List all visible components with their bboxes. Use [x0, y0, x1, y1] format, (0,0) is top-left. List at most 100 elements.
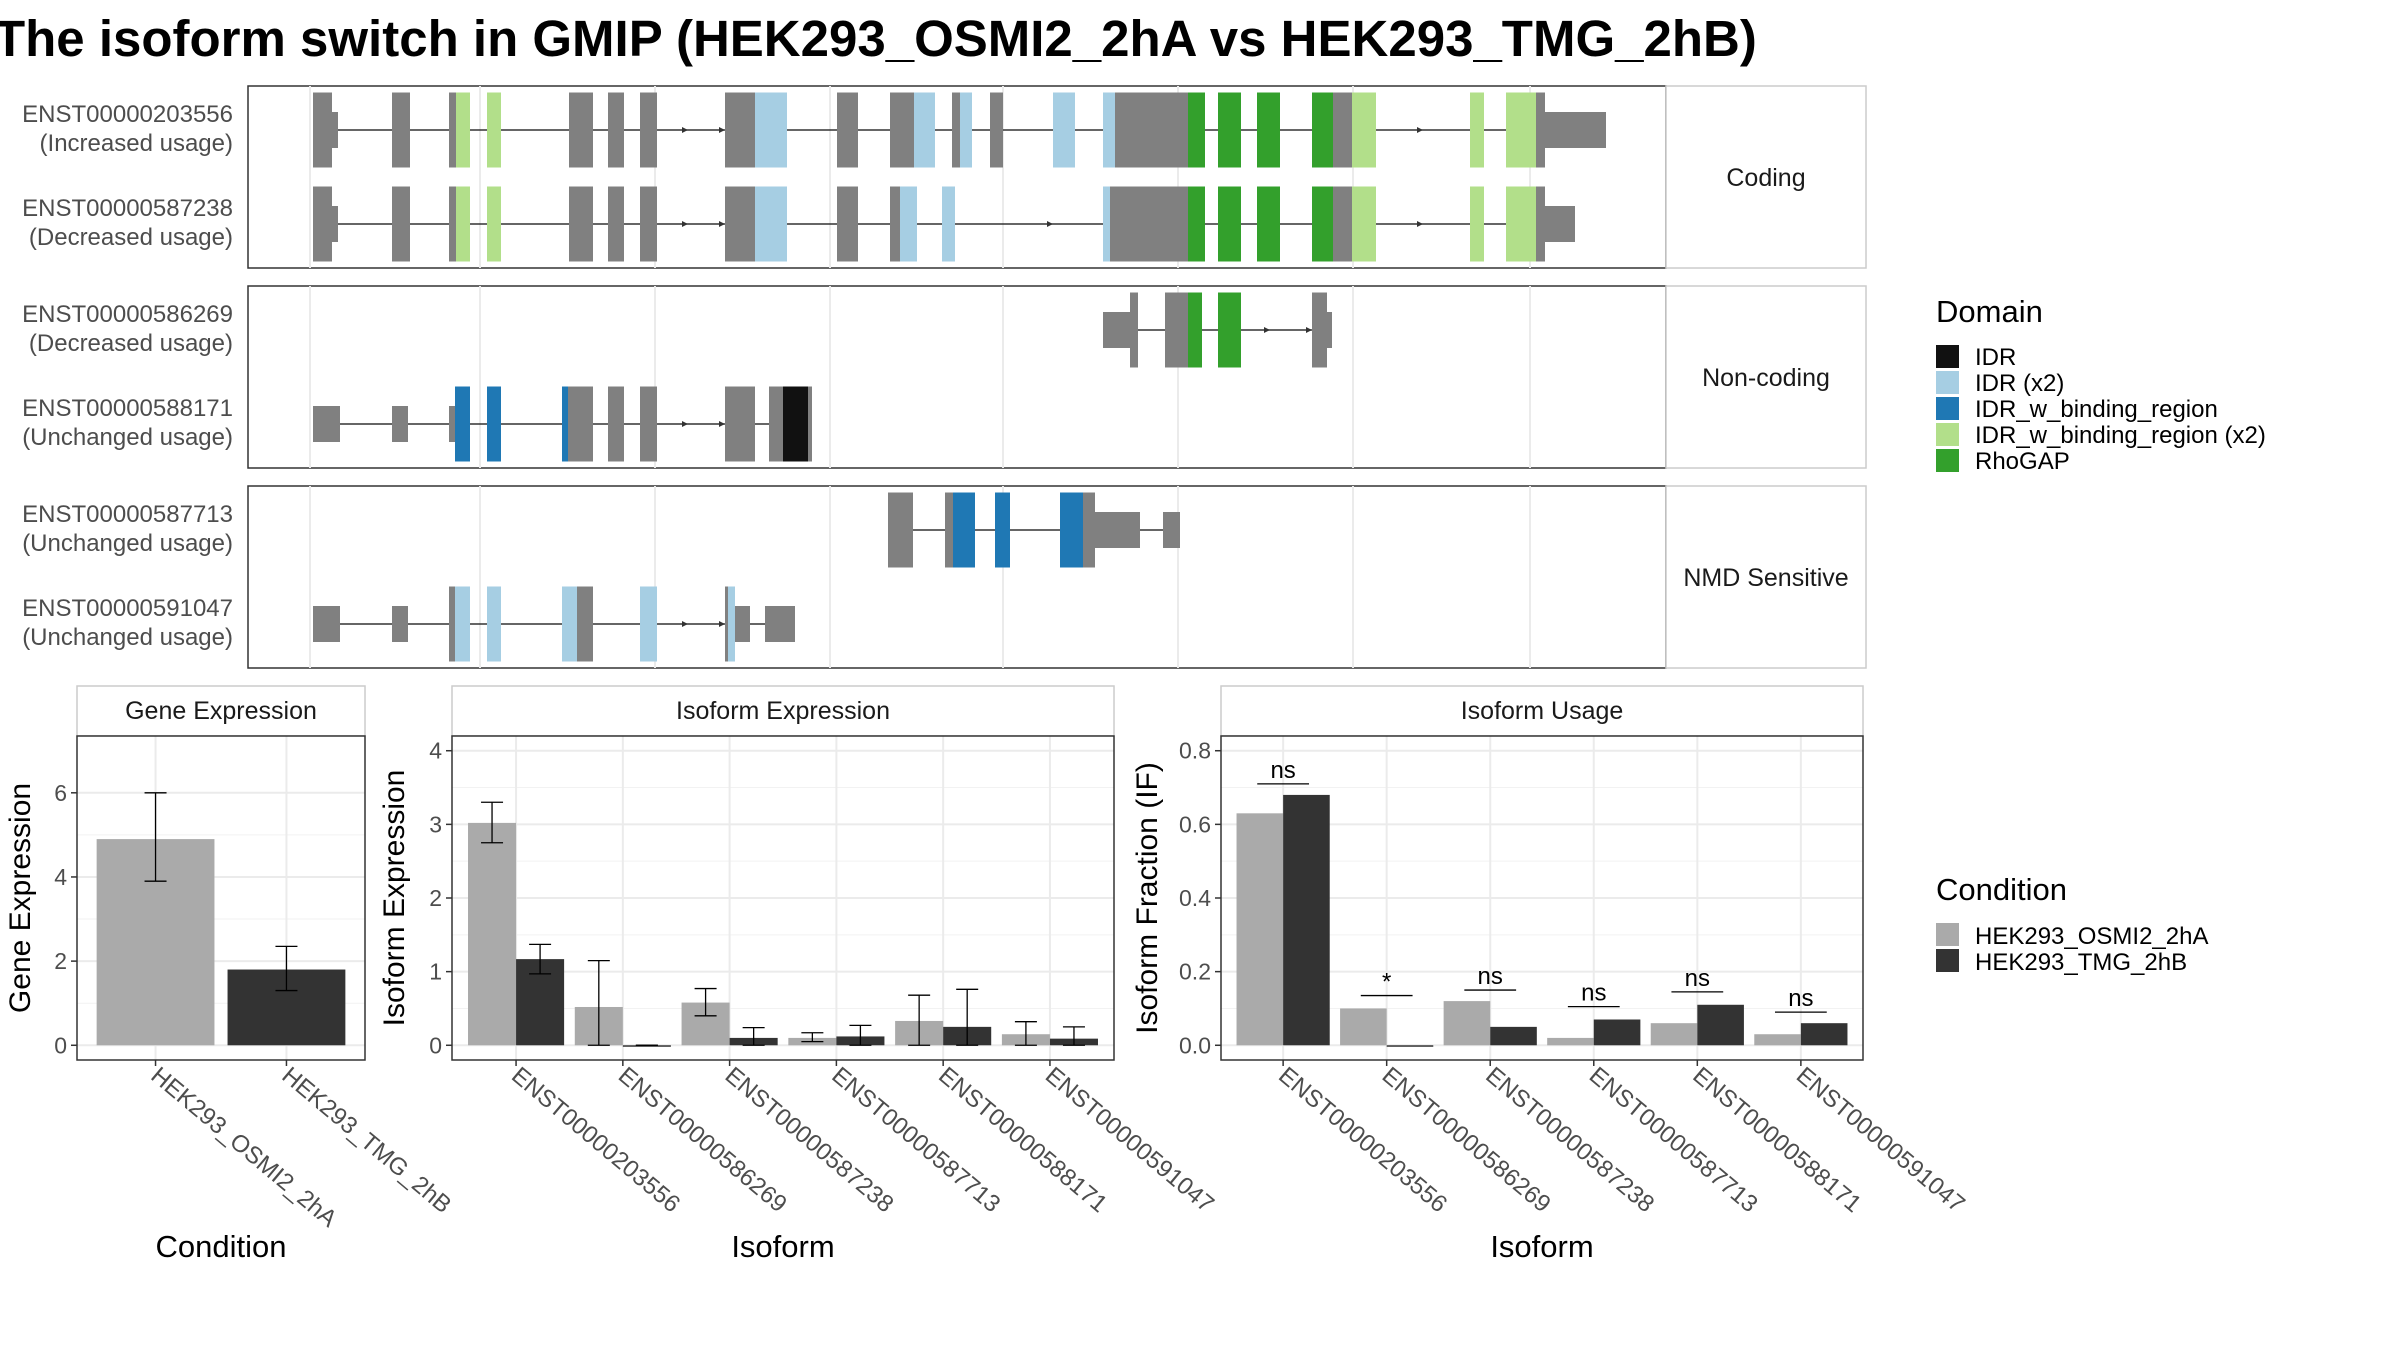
legend-label: HEK293_OSMI2_2hA [1975, 923, 2208, 950]
x-tick-label: ENST00000587238 [1480, 1062, 1659, 1218]
y-tick-label: 4 [54, 864, 67, 890]
idr-x2-block [942, 186, 955, 262]
exon-block [569, 92, 593, 168]
rhogap-block [1218, 92, 1241, 168]
idr-x2-block [487, 586, 501, 662]
x-tick-label: ENST00000591047 [1791, 1062, 1970, 1218]
facet-label: NMD Sensitive [1683, 564, 1848, 592]
bar [468, 822, 517, 1046]
y-tick-label: 2 [54, 948, 67, 974]
legend-label: IDR [1975, 344, 2016, 371]
strand-arrow [682, 621, 688, 627]
bar [1340, 1008, 1387, 1046]
isoform-id-label: ENST00000203556 [22, 101, 233, 128]
bar [1236, 813, 1284, 1046]
significance-label: * [1382, 969, 1391, 996]
rhogap-block [1312, 92, 1333, 168]
idr-block [783, 386, 808, 462]
exon-block [735, 606, 750, 642]
idr-binding-block [953, 492, 975, 568]
exon-block [1110, 186, 1118, 262]
y-tick-label: 0 [429, 1032, 442, 1058]
y-axis-title: Gene Expression [4, 783, 37, 1013]
legend-title: Condition [1936, 872, 2067, 907]
exon-block [725, 92, 755, 168]
plot-border [76, 735, 366, 1061]
idr-binding-x2-block [456, 186, 470, 262]
exon-block [313, 92, 332, 168]
facet-strip [1665, 285, 1867, 469]
idr-binding-x2-block [1352, 92, 1376, 168]
idr-binding-block [1060, 492, 1083, 568]
exon-block [1165, 292, 1188, 368]
legend-key [1936, 397, 1959, 420]
idr-binding-x2-block [456, 92, 470, 168]
legend-label: HEK293_TMG_2hB [1975, 949, 2187, 976]
idr-binding-x2-block [487, 186, 501, 262]
exon-block [449, 406, 455, 442]
legend-key [1936, 423, 1959, 446]
exon-block [1545, 112, 1606, 148]
exon-block [888, 492, 913, 568]
bar [1283, 794, 1330, 1046]
exon-block [1333, 92, 1352, 168]
exon-block [392, 186, 410, 262]
y-tick-label: 4 [429, 738, 442, 764]
idr-binding-x2-block [1470, 92, 1484, 168]
legend-title: Domain [1936, 294, 2043, 329]
legend-key [1936, 371, 1959, 394]
idr-binding-block [487, 386, 501, 462]
strand-arrow [682, 127, 688, 133]
rhogap-block [1257, 92, 1280, 168]
strand-arrow [719, 221, 725, 227]
exon-block [945, 492, 953, 568]
rhogap-block [1257, 186, 1280, 262]
structure-panel-0: Coding ENST00000203556(Increased usage) EN… [22, 85, 1867, 269]
idr-x2-block [1103, 186, 1110, 262]
x-axis-title: Isoform [731, 1229, 834, 1264]
strand-arrow [682, 421, 688, 427]
x-axis-title: Isoform [1490, 1229, 1593, 1264]
strand-arrow [1306, 327, 1312, 333]
exon-block [568, 386, 593, 462]
exon-block [1333, 186, 1352, 262]
isoform-id-label: ENST00000587238 [22, 195, 233, 222]
exon-block [608, 386, 624, 462]
x-tick-label: ENST00000587713 [1584, 1062, 1763, 1218]
exon-block [1103, 312, 1130, 348]
significance-label: ns [1788, 985, 1813, 1012]
legend-label: RhoGAP [1975, 448, 2070, 475]
y-tick-label: 3 [429, 811, 442, 837]
exon-block [640, 386, 657, 462]
exon-block [1115, 186, 1188, 262]
idr-x2-block [455, 586, 470, 662]
rhogap-block [1188, 186, 1205, 262]
rhogap-block [1188, 92, 1205, 168]
exon-block [392, 606, 408, 642]
idr-x2-block [562, 586, 577, 662]
exon-block [1312, 292, 1327, 368]
strand-arrow [719, 421, 725, 427]
exon-block [1536, 92, 1545, 168]
idr-binding-x2-block [1470, 186, 1484, 262]
figure-title: The isoform switch in GMIP (HEK293_OSMI2… [0, 10, 1757, 67]
legend-key [1936, 923, 1959, 946]
facet-strip [1220, 685, 1864, 737]
panel-frame [247, 285, 1667, 469]
y-tick-label: 0 [54, 1032, 67, 1058]
exon-block [640, 186, 657, 262]
idr-binding-x2-block [1352, 186, 1376, 262]
strand-arrow [1417, 221, 1423, 227]
significance-label: ns [1685, 965, 1710, 992]
y-axis-title: Isoform Expression [378, 770, 411, 1027]
exon-block [1095, 512, 1140, 548]
isoform-id-label: ENST00000586269 [22, 301, 233, 328]
rhogap-block [1218, 292, 1241, 368]
idr-binding-x2-block [1506, 92, 1536, 168]
idr-x2-block [900, 186, 917, 262]
idr-x2-block [755, 186, 787, 262]
chart-title: Isoform Usage [1461, 697, 1624, 725]
isoform-status-label: (Unchanged usage) [22, 624, 233, 651]
exon-block [313, 406, 340, 442]
